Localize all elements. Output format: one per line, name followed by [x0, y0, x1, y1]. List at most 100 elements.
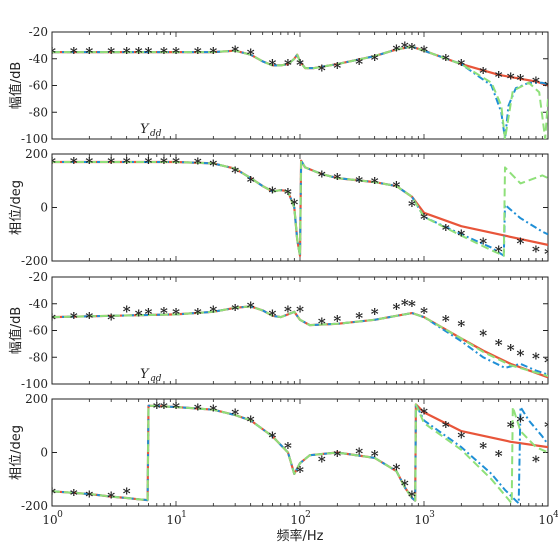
data-point-star: *: [517, 234, 525, 252]
data-point-star: *: [247, 412, 255, 430]
data-point-star: *: [333, 312, 341, 330]
data-point-star: *: [420, 43, 428, 61]
data-point-star: *: [160, 399, 168, 417]
data-point-star: *: [209, 302, 217, 320]
data-point-star: *: [194, 155, 202, 173]
x-axis-label: 频率/Hz: [277, 528, 324, 544]
data-point-star: *: [269, 183, 277, 201]
series-line-dashed: [52, 305, 548, 377]
data-point-star: *: [135, 44, 143, 62]
data-point-star: *: [401, 477, 409, 495]
data-point-star: *: [145, 154, 153, 172]
data-point-star: *: [401, 296, 409, 314]
data-point-star: *: [457, 317, 465, 335]
data-point-star: *: [420, 210, 428, 228]
data-point-star: *: [284, 56, 292, 74]
data-point-star: *: [296, 463, 304, 481]
data-point-star: *: [247, 173, 255, 191]
data-point-star: *: [442, 51, 450, 69]
data-point-star: *: [495, 242, 503, 260]
x-tick-label: 10: [290, 513, 305, 527]
x-tick-exponent: 4: [553, 510, 558, 520]
data-point-star: *: [284, 439, 292, 457]
data-point-star: *: [371, 51, 379, 69]
data-point-star: *: [123, 154, 131, 172]
data-point-star: *: [318, 453, 326, 471]
panel-annotation-sub: dd: [150, 129, 162, 139]
data-point-star: *: [153, 399, 161, 417]
panel-frame: [51, 276, 549, 385]
y-tick-label: 200: [25, 392, 48, 406]
data-point-star: *: [284, 185, 292, 203]
data-point-star: *: [123, 485, 131, 503]
data-point-star: *: [457, 56, 465, 74]
y-tick-label: -40: [29, 297, 48, 311]
x-tick-exponent: 1: [181, 510, 187, 520]
data-point-star: *: [532, 349, 540, 367]
data-point-star: *: [393, 461, 401, 479]
data-point-star: *: [194, 44, 202, 62]
data-point-star: *: [544, 245, 552, 263]
data-point-star: *: [290, 195, 298, 213]
series-group: * * * * ** * * * * * ***** * * ******** ** ***: [52, 399, 548, 506]
series-group: ********************************: [52, 296, 548, 379]
data-point-star: *: [442, 418, 450, 436]
data-point-star: *: [517, 412, 525, 430]
y-tick-label: -200: [21, 499, 48, 513]
data-point-star: *: [401, 39, 409, 57]
data-point-star: *: [85, 44, 93, 62]
data-point-star: *: [194, 400, 202, 418]
data-point-star: *: [408, 40, 416, 58]
data-point-star: *: [479, 234, 487, 252]
x-tick-exponent: 2: [305, 510, 311, 520]
x-tick-label: 10: [538, 513, 553, 527]
data-point-star: *: [393, 178, 401, 196]
data-point-star: *: [457, 428, 465, 446]
data-point-star: *: [495, 336, 503, 354]
y-tick-label: -40: [29, 52, 48, 66]
data-point-star: *: [284, 302, 292, 320]
data-point-star: *: [172, 399, 180, 417]
x-tick-exponent: 3: [429, 510, 435, 520]
data-point-star: *: [532, 73, 540, 91]
data-point-star: *: [517, 347, 525, 365]
data-point-star: *: [408, 487, 416, 505]
data-point-star: *: [172, 44, 180, 62]
y-axis-label: 相位/deg: [9, 425, 24, 480]
data-point-star: *: [296, 56, 304, 74]
y-tick-label: 200: [25, 147, 48, 161]
data-point-star: *: [420, 404, 428, 422]
data-point-star: *: [209, 44, 217, 62]
y-axis-label: 相位/deg: [9, 180, 24, 235]
data-point-star: *: [355, 445, 363, 463]
data-point-star: *: [160, 44, 168, 62]
y-tick-label: -20: [29, 270, 48, 284]
panel-annotation: Y: [140, 367, 150, 382]
data-point-star: *: [70, 154, 78, 172]
y-tick-label: -60: [29, 324, 48, 338]
data-point-star: *: [269, 428, 277, 446]
data-point-star: *: [123, 44, 131, 62]
data-point-star: *: [371, 447, 379, 465]
data-point-star: *: [442, 312, 450, 330]
y-tick-label: -80: [29, 350, 48, 364]
data-point-star: *: [318, 167, 326, 185]
y-tick-label: -60: [29, 79, 48, 93]
data-point-star: *: [517, 71, 525, 89]
data-point-star: *: [231, 43, 239, 61]
y-tick-label: -20: [29, 25, 48, 39]
data-point-star: *: [333, 59, 341, 77]
data-point-star: *: [318, 314, 326, 332]
data-point-star: *: [48, 44, 56, 62]
data-point-star: *: [70, 486, 78, 504]
data-point-star: *: [333, 170, 341, 188]
data-point-star: *: [296, 302, 304, 320]
x-tick-label: 10: [414, 513, 429, 527]
series-line-dashdot: [52, 305, 548, 376]
data-point-star: *: [442, 221, 450, 239]
